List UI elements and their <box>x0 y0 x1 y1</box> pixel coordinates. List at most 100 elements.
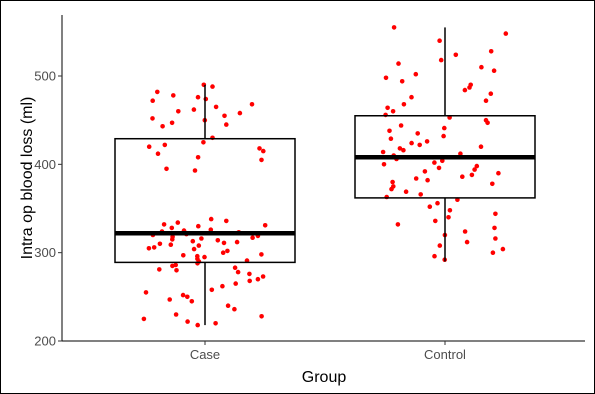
data-point <box>250 235 255 240</box>
data-point <box>157 267 162 272</box>
data-point <box>146 144 152 149</box>
x-tick-label: Case <box>190 347 220 362</box>
box-control <box>354 27 536 262</box>
data-point <box>397 146 403 151</box>
data-point <box>169 225 175 231</box>
data-point <box>257 146 262 151</box>
data-point <box>381 162 387 167</box>
data-point <box>413 176 419 181</box>
data-point <box>261 148 266 154</box>
data-point <box>440 158 445 164</box>
data-point <box>485 120 490 126</box>
data-point <box>447 208 453 213</box>
data-point <box>162 142 168 148</box>
data-point <box>209 287 215 293</box>
data-point <box>262 223 268 228</box>
boxes-layer <box>114 27 536 326</box>
data-point <box>398 123 404 128</box>
data-point <box>413 71 419 77</box>
data-point <box>237 110 243 116</box>
data-point <box>141 316 147 322</box>
data-point <box>260 274 266 279</box>
data-point <box>191 246 197 252</box>
data-point <box>213 321 218 326</box>
data-point <box>435 200 440 206</box>
data-point <box>155 151 161 156</box>
data-point <box>171 93 176 98</box>
data-point <box>385 105 390 111</box>
axes-layer <box>61 15 585 342</box>
x-tick-label: Control <box>424 347 466 362</box>
data-point <box>401 102 407 107</box>
y-tick-label: 200 <box>34 334 56 349</box>
data-point <box>195 94 201 100</box>
box-iqr <box>114 137 296 264</box>
data-point <box>493 236 498 241</box>
data-point <box>232 306 237 312</box>
data-point <box>195 155 201 160</box>
data-point <box>203 96 209 102</box>
y-tick-label: 300 <box>34 245 56 260</box>
data-point <box>173 312 179 317</box>
data-point <box>185 319 190 324</box>
data-point <box>409 140 414 146</box>
points-layer <box>141 25 509 328</box>
data-point <box>432 253 437 259</box>
data-point <box>488 49 494 54</box>
data-point <box>235 269 241 275</box>
data-point <box>176 109 181 114</box>
data-point <box>496 170 501 176</box>
data-point <box>492 225 497 231</box>
data-point <box>208 216 214 222</box>
data-point <box>467 85 472 90</box>
data-point <box>399 79 405 84</box>
data-point <box>170 237 175 242</box>
data-point <box>232 265 238 271</box>
data-point <box>474 163 480 169</box>
data-point <box>224 218 229 224</box>
data-point <box>195 322 200 328</box>
data-point <box>189 299 195 304</box>
data-point <box>415 131 421 136</box>
data-point <box>247 278 252 284</box>
data-point <box>192 168 198 173</box>
data-point <box>469 172 475 178</box>
data-point <box>422 169 428 174</box>
data-point <box>199 236 204 241</box>
data-point <box>196 243 202 248</box>
data-point <box>169 120 175 126</box>
data-point <box>424 139 430 144</box>
data-point <box>202 254 207 260</box>
data-point <box>175 220 181 225</box>
data-point <box>472 167 477 172</box>
data-point <box>433 218 438 224</box>
ticks-layer: 200 300 400 500 Case Control <box>34 69 466 363</box>
data-point <box>390 179 395 185</box>
data-point <box>215 238 221 243</box>
data-point <box>464 239 470 245</box>
data-point <box>383 112 388 118</box>
data-point <box>249 102 255 107</box>
data-point <box>161 222 167 227</box>
data-point <box>436 165 442 171</box>
data-point <box>401 147 406 153</box>
data-point <box>255 276 261 282</box>
data-point <box>500 246 506 252</box>
data-point <box>164 166 169 172</box>
data-point <box>190 238 196 244</box>
data-point <box>181 253 186 258</box>
data-point <box>446 215 451 220</box>
data-point <box>174 268 179 273</box>
data-point <box>225 248 230 254</box>
data-point <box>143 290 149 295</box>
data-point <box>208 227 214 232</box>
data-point <box>438 57 444 63</box>
data-point <box>442 125 447 131</box>
data-point <box>437 38 442 43</box>
data-point <box>157 241 163 247</box>
y-tick-label: 400 <box>34 157 56 172</box>
data-point <box>150 98 155 103</box>
data-point <box>146 246 152 251</box>
data-point <box>191 107 197 112</box>
y-axis-title: Intra op blood loss (ml) <box>19 97 36 260</box>
